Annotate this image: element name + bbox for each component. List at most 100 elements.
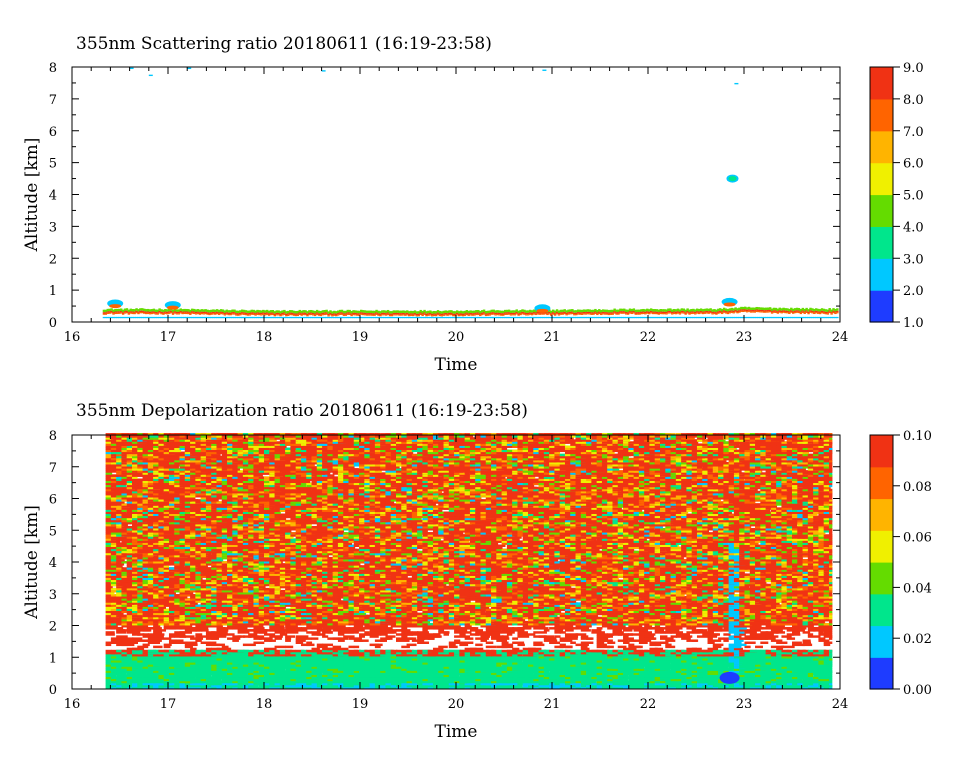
panel2-heatmap-cell — [454, 653, 461, 657]
panel2-heatmap-cell — [216, 674, 228, 678]
panel2-heatmap-cell — [137, 651, 146, 655]
panel1-heatmap-cell — [265, 316, 269, 319]
panel2-heatmap-cell — [269, 678, 280, 682]
panel2-heatmap-cell — [512, 682, 519, 686]
panel2-heatmap-cell — [702, 664, 712, 667]
panel2-heatmap-cell — [607, 651, 617, 655]
panel1-heatmap-cell — [110, 316, 113, 319]
panel1-heatmap-cell — [239, 314, 242, 316]
panel1-heatmap-cell — [457, 311, 461, 314]
panel1-heatmap-cell — [669, 310, 672, 313]
panel1-heatmap-cell — [133, 311, 136, 313]
panel2-heatmap-cell — [337, 647, 349, 651]
panel2-heatmap-cell — [184, 668, 196, 671]
panel1-heatmap-cell — [552, 309, 555, 313]
panel1-heatmap-cell — [688, 309, 691, 313]
panel1-heatmap-cell — [198, 309, 202, 313]
panel2-heatmap-cell — [422, 664, 429, 667]
panel2-heatmap-cell — [485, 658, 494, 661]
panel2-heatmap-cell — [549, 649, 559, 653]
panel2-heatmap-cell — [174, 684, 185, 688]
panel1-heatmap-cell — [807, 312, 810, 315]
panel1-heatmap-cell — [452, 316, 455, 319]
panel1-heatmap-cell — [388, 311, 392, 314]
panel1-heatmap-cell — [338, 313, 342, 315]
panel2-heatmap-cell — [411, 684, 420, 688]
panel1-heatmap-cell — [696, 311, 699, 313]
panel1-heatmap-cell — [484, 316, 488, 319]
panel1-heatmap-cell — [504, 316, 507, 319]
panel2-heatmap-cell — [607, 639, 613, 642]
panel2-heatmap-cell — [718, 684, 727, 688]
panel1-heatmap-cell — [173, 312, 177, 314]
panel1-heatmap-cell — [200, 309, 204, 312]
panel2-heatmap-cell — [770, 668, 780, 671]
panel2-heatmap-cell — [707, 680, 717, 684]
panel2-heatmap-cell — [322, 680, 328, 684]
panel1-heatmap-cell — [621, 316, 624, 319]
panel2-heatmap-cell — [760, 684, 770, 688]
panel2-heatmap-cell — [211, 664, 220, 667]
panel2-heatmap-cell — [591, 668, 602, 671]
panel2-heatmap-cell — [147, 672, 155, 675]
panel2-heatmap-cell — [448, 643, 456, 647]
panel2-heatmap-cell — [322, 655, 330, 659]
panel2-heatmap-cell — [517, 662, 525, 665]
panel2-heatmap-cell — [443, 666, 451, 669]
panel1-heatmap-cell — [692, 311, 695, 313]
panel2-heatmap-cell — [564, 655, 576, 659]
panel2-heatmap-cell — [591, 660, 597, 663]
panel2-heatmap-cell — [517, 658, 527, 661]
panel2-heatmap-cell — [712, 674, 724, 678]
panel2-heatmap-cell — [755, 660, 764, 663]
panel2-heatmap-cell — [205, 670, 216, 673]
panel2-heatmap-cell — [438, 655, 446, 659]
panel1-heatmap-cell — [273, 311, 277, 314]
panel1-heatmap-cell — [302, 316, 305, 319]
panel1-heatmap-cell — [538, 316, 541, 319]
panel1-heatmap-cell — [177, 316, 181, 319]
panel1-heatmap-cell — [749, 311, 753, 313]
panel2-heatmap-cell — [512, 686, 518, 690]
panel2-heatmap-cell — [142, 651, 153, 655]
panel2-heatmap-cell — [660, 641, 669, 644]
panel1-heatmap-cell — [373, 310, 376, 314]
panel1-heatmap-cell — [674, 311, 678, 314]
panel1-heatmap-cell — [358, 310, 361, 314]
panel2-heatmap-cell — [459, 686, 465, 690]
panel2-heatmap-cell — [311, 674, 318, 678]
panel2-heatmap-cell — [733, 684, 743, 688]
panel2-heatmap-cell — [696, 662, 707, 665]
panel1-heatmap-cell — [586, 316, 589, 319]
panel2-heatmap-cell — [559, 672, 567, 675]
panel2-heatmap-cell — [337, 662, 346, 665]
panel2-heatmap-cell — [132, 660, 142, 663]
panel1-heatmap-cell — [475, 310, 478, 313]
panel2-heatmap-cell — [427, 649, 436, 653]
panel2-heatmap-cell — [163, 658, 172, 661]
panel1-heatmap-cell — [471, 314, 474, 316]
panel2-heatmap-cell — [432, 676, 442, 680]
panel1-heatmap-cell — [473, 316, 476, 319]
panel2-heatmap-cell — [570, 680, 577, 684]
panel1-heatmap-cell — [440, 311, 444, 314]
panel1-heatmap-cell — [720, 316, 724, 319]
panel1-heatmap-cell — [212, 316, 215, 319]
panel1-heatmap-cell — [415, 315, 419, 317]
panel1-heatmap-cell — [323, 310, 326, 313]
panel2-heatmap-cell — [644, 678, 652, 682]
panel2-heatmap-cell — [564, 649, 572, 653]
panel2-heatmap-cell — [554, 635, 561, 638]
panel2-heatmap-cell — [258, 674, 265, 678]
panel1-heatmap-cell — [421, 316, 424, 319]
panel1-heatmap-cell — [148, 74, 153, 77]
panel2-heatmap-cell — [264, 653, 274, 657]
panel2-heatmap-cell — [702, 668, 713, 671]
panel1-heatmap-cell — [745, 311, 749, 313]
panel2-heatmap-cell — [496, 684, 504, 688]
panel1-heatmap-cell — [425, 316, 428, 319]
panel1-heatmap-cell — [217, 312, 221, 314]
panel2-heatmap-cell — [749, 666, 759, 669]
panel2-heatmap-cell — [617, 680, 626, 684]
panel2-heatmap-cell — [797, 670, 807, 673]
